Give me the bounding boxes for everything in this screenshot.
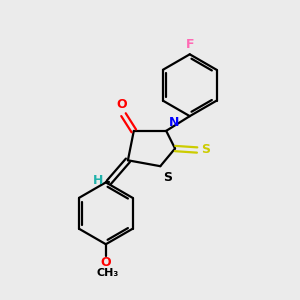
Text: O: O <box>117 98 127 111</box>
Text: F: F <box>185 38 194 51</box>
Text: S: S <box>163 172 172 184</box>
Text: CH₃: CH₃ <box>96 268 118 278</box>
Text: H: H <box>92 174 103 188</box>
Text: S: S <box>201 143 210 157</box>
Text: N: N <box>169 116 179 128</box>
Text: O: O <box>100 256 111 269</box>
